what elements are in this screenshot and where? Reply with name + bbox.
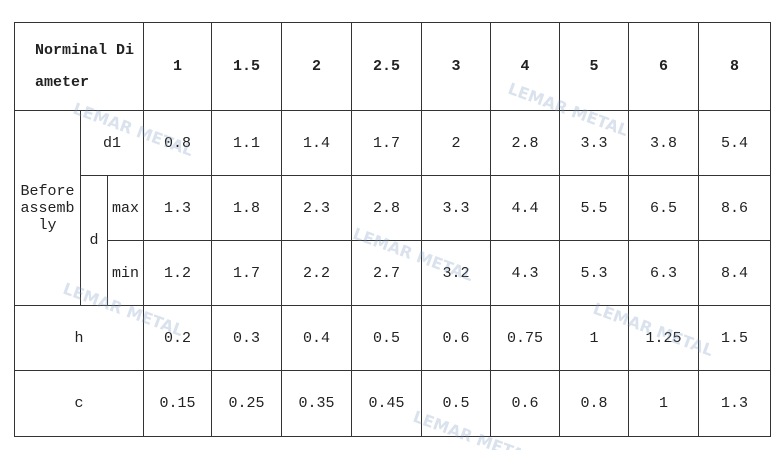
size-header: 2: [281, 22, 353, 111]
value-cell: 5.5: [559, 175, 630, 241]
sub-label: min: [106, 240, 145, 306]
row-label: c: [13, 370, 145, 437]
value-cell: 3.3: [421, 175, 492, 241]
value-cell: 2.8: [490, 110, 561, 176]
size-header: 1.5: [211, 22, 283, 111]
value-cell: 6.3: [628, 240, 700, 306]
value-cell: 3.3: [559, 110, 630, 176]
value-cell: 2.7: [351, 240, 423, 306]
value-cell: 1.5: [698, 305, 772, 371]
size-header: 1: [143, 22, 213, 111]
value-cell: 4.4: [490, 175, 561, 241]
size-header: 5: [559, 22, 630, 111]
spec-table: Norminal Diameter 1 1.5 2 2.5 3 4 5 6 8 Before ass…: [13, 22, 772, 437]
size-header: 8: [698, 22, 772, 111]
row-label: h: [13, 305, 145, 371]
size-header: 3: [421, 22, 492, 111]
sub-label: max: [106, 175, 145, 241]
value-cell: 1.1: [211, 110, 283, 176]
value-cell: 8.4: [698, 240, 772, 306]
value-cell: 0.8: [559, 370, 630, 437]
table-row: min 1.2 1.7 2.2 2.7 3.2 4.3 5.3 6.3 8.4: [15, 240, 772, 306]
value-cell: 1.3: [143, 175, 213, 241]
value-cell: 1.4: [281, 110, 353, 176]
value-cell: 3.2: [421, 240, 492, 306]
value-cell: 2.3: [281, 175, 353, 241]
value-cell: 5.4: [698, 110, 772, 176]
size-header: 4: [490, 22, 561, 111]
value-cell: 1.25: [628, 305, 700, 371]
value-cell: 0.35: [281, 370, 353, 437]
value-cell: 0.25: [211, 370, 283, 437]
value-cell: 2: [421, 110, 492, 176]
value-cell: 8.6: [698, 175, 772, 241]
value-cell: 2.2: [281, 240, 353, 306]
value-cell: 0.5: [421, 370, 492, 437]
table-row: c 0.15 0.25 0.35 0.45 0.5 0.6 0.8 1 1.3: [13, 370, 772, 437]
value-cell: 0.15: [143, 370, 213, 437]
value-cell: 1: [628, 370, 700, 437]
value-cell: 4.3: [490, 240, 561, 306]
value-cell: 5.3: [559, 240, 630, 306]
value-cell: 0.2: [143, 305, 213, 371]
value-cell: 2.8: [351, 175, 423, 241]
value-cell: 0.4: [281, 305, 353, 371]
value-cell: 1.8: [211, 175, 283, 241]
value-cell: 0.3: [211, 305, 283, 371]
value-cell: 0.6: [421, 305, 492, 371]
table-row: Before assembly d1 0.8 1.1 1.4 1.7 2 2.8 3.3 3.8 5…: [14, 110, 772, 306]
value-cell: 0.6: [490, 370, 561, 437]
value-cell: 1.7: [211, 240, 283, 306]
value-cell: 3.8: [628, 110, 700, 176]
value-cell: 0.45: [351, 370, 423, 437]
value-cell: 0.75: [490, 305, 561, 371]
table-row: Norminal Diameter 1 1.5 2 2.5 3 4 5 6 8: [13, 22, 772, 111]
size-header: 2.5: [351, 22, 423, 111]
value-cell: 1.3: [698, 370, 772, 437]
row-label: d1: [79, 110, 145, 176]
size-header: 6: [628, 22, 700, 111]
value-cell: 1.2: [143, 240, 213, 306]
row-label: d: [80, 175, 108, 306]
value-cell: 1.7: [351, 110, 423, 176]
group-label: Before assembly: [14, 110, 81, 306]
table-row: d max 1.3 1.8 2.3 2.8 3.3 4.4 5.5 6.5 8.6: [15, 175, 772, 306]
value-cell: 1: [559, 305, 630, 371]
value-cell: 0.5: [351, 305, 423, 371]
value-cell: 0.8: [143, 110, 213, 176]
value-cell: 6.5: [628, 175, 700, 241]
header-label: Norminal Diameter: [13, 22, 145, 111]
table-row: h 0.2 0.3 0.4 0.5 0.6 0.75 1 1.25 1.5: [13, 305, 772, 371]
